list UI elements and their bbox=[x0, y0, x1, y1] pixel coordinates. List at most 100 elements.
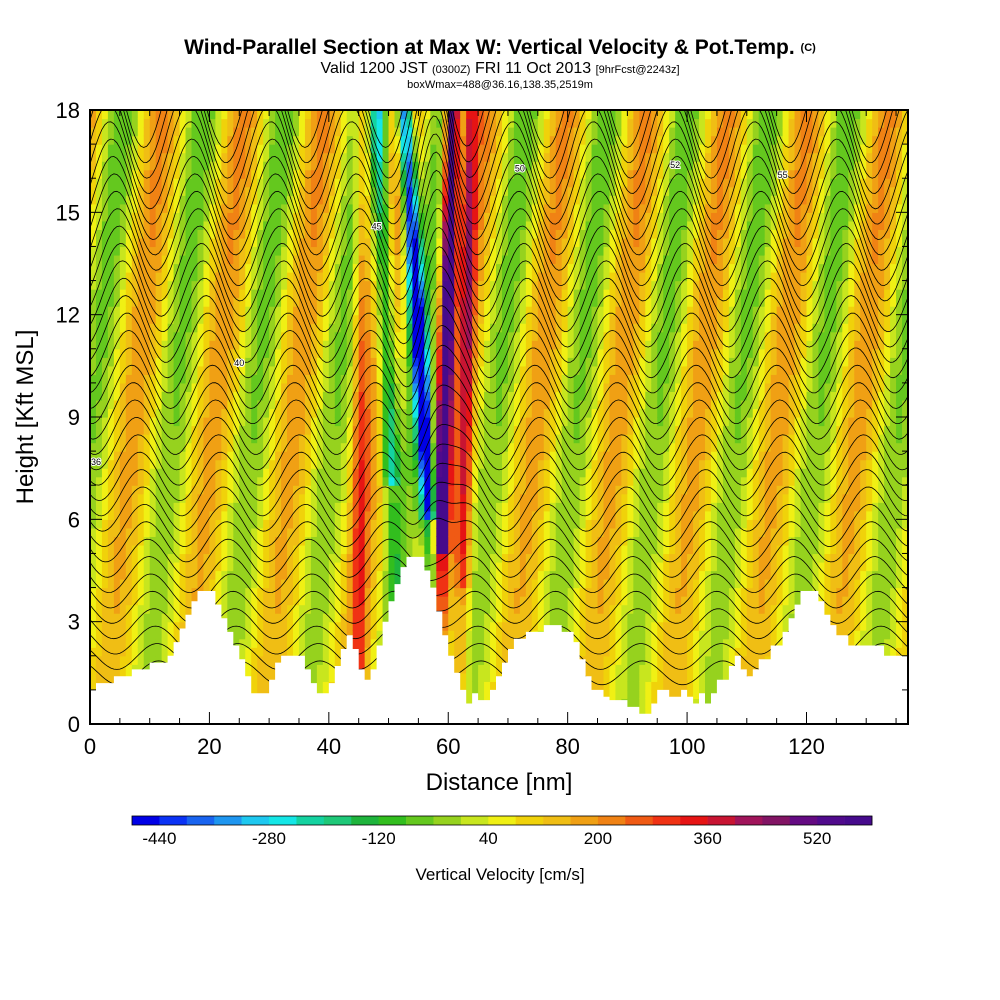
field-cell bbox=[310, 306, 318, 316]
field-cell bbox=[293, 502, 300, 512]
field-cell bbox=[394, 399, 402, 410]
field-cell bbox=[173, 110, 181, 120]
field-cell bbox=[107, 280, 115, 290]
field-cell bbox=[131, 263, 139, 273]
field-cell bbox=[394, 297, 402, 307]
field-cell bbox=[119, 476, 127, 486]
field-cell bbox=[131, 485, 139, 495]
field-cell bbox=[233, 613, 240, 623]
field-cell bbox=[113, 391, 121, 401]
field-cell bbox=[209, 297, 216, 307]
field-cell bbox=[412, 118, 419, 128]
field-cell bbox=[358, 408, 366, 418]
field-cell bbox=[293, 263, 300, 273]
field-cell bbox=[298, 391, 306, 401]
field-cell bbox=[179, 110, 187, 120]
field-cell bbox=[155, 476, 163, 486]
field-cell bbox=[466, 408, 473, 418]
field-cell bbox=[442, 408, 449, 418]
field-cell bbox=[466, 110, 473, 120]
field-cell bbox=[137, 280, 145, 290]
field-cell bbox=[281, 544, 288, 555]
field-cell bbox=[322, 647, 330, 657]
field-cell bbox=[478, 144, 485, 154]
field-cell bbox=[287, 630, 294, 640]
field-cell bbox=[334, 144, 342, 154]
field-cell bbox=[388, 348, 396, 358]
field-cell bbox=[281, 280, 288, 290]
field-cell bbox=[448, 220, 455, 230]
field-cell bbox=[400, 169, 408, 179]
field-cell bbox=[418, 365, 425, 375]
field-cell bbox=[394, 272, 402, 282]
field-cell bbox=[161, 553, 169, 563]
field-cell bbox=[203, 451, 211, 461]
field-cell bbox=[310, 519, 318, 529]
field-cell bbox=[418, 434, 425, 444]
field-cell bbox=[376, 468, 384, 478]
field-cell bbox=[328, 570, 336, 580]
field-cell bbox=[209, 468, 216, 478]
field-cell bbox=[203, 118, 211, 128]
field-cell bbox=[310, 502, 318, 512]
field-cell bbox=[478, 587, 485, 597]
field-cell bbox=[304, 408, 312, 418]
field-cell bbox=[203, 195, 211, 205]
field-cell bbox=[245, 127, 252, 137]
field-cell bbox=[179, 596, 187, 606]
field-cell bbox=[245, 442, 252, 452]
field-cell bbox=[197, 468, 205, 478]
field-cell bbox=[137, 272, 145, 282]
field-cell bbox=[436, 587, 443, 597]
field-cell bbox=[239, 203, 246, 213]
field-cell bbox=[418, 374, 425, 384]
field-cell bbox=[370, 331, 378, 341]
field-cell bbox=[484, 399, 491, 410]
copyright-mark: (C) bbox=[800, 42, 816, 54]
field-cell bbox=[203, 527, 211, 537]
field-cell bbox=[269, 186, 276, 196]
field-cell bbox=[328, 357, 336, 367]
field-cell bbox=[287, 365, 294, 375]
field-cell bbox=[119, 152, 127, 162]
field-cell bbox=[149, 485, 157, 495]
field-cell bbox=[185, 451, 193, 461]
field-cell bbox=[322, 485, 330, 495]
field-cell bbox=[95, 212, 103, 222]
field-cell bbox=[394, 229, 402, 239]
field-cell bbox=[328, 323, 336, 333]
field-cell bbox=[197, 323, 205, 333]
field-cell bbox=[382, 587, 390, 597]
field-cell bbox=[424, 314, 431, 324]
field-cell bbox=[340, 408, 348, 418]
field-cell bbox=[113, 280, 121, 290]
field-cell bbox=[448, 408, 455, 418]
field-cell bbox=[394, 263, 402, 273]
field-cell bbox=[281, 621, 288, 631]
field-cell bbox=[197, 263, 205, 273]
field-cell bbox=[137, 510, 145, 520]
field-cell bbox=[209, 118, 216, 128]
field-cell bbox=[430, 246, 437, 256]
field-cell bbox=[209, 306, 216, 316]
field-cell bbox=[257, 127, 264, 137]
field-cell bbox=[376, 519, 384, 529]
field-cell bbox=[173, 280, 181, 290]
field-cell bbox=[251, 476, 258, 486]
field-cell bbox=[454, 655, 461, 665]
field-cell bbox=[227, 186, 234, 196]
field-cell bbox=[203, 161, 211, 171]
field-cell bbox=[484, 417, 491, 427]
field-cell bbox=[191, 502, 199, 512]
field-cell bbox=[221, 246, 228, 256]
field-cell bbox=[287, 263, 294, 273]
field-cell bbox=[125, 340, 133, 350]
field-cell bbox=[197, 229, 205, 239]
field-cell bbox=[298, 297, 306, 307]
field-cell bbox=[281, 536, 288, 546]
field-cell bbox=[161, 110, 169, 120]
field-cell bbox=[101, 340, 109, 350]
field-cell bbox=[125, 357, 133, 367]
field-cell bbox=[90, 459, 97, 469]
field-cell bbox=[179, 323, 187, 333]
